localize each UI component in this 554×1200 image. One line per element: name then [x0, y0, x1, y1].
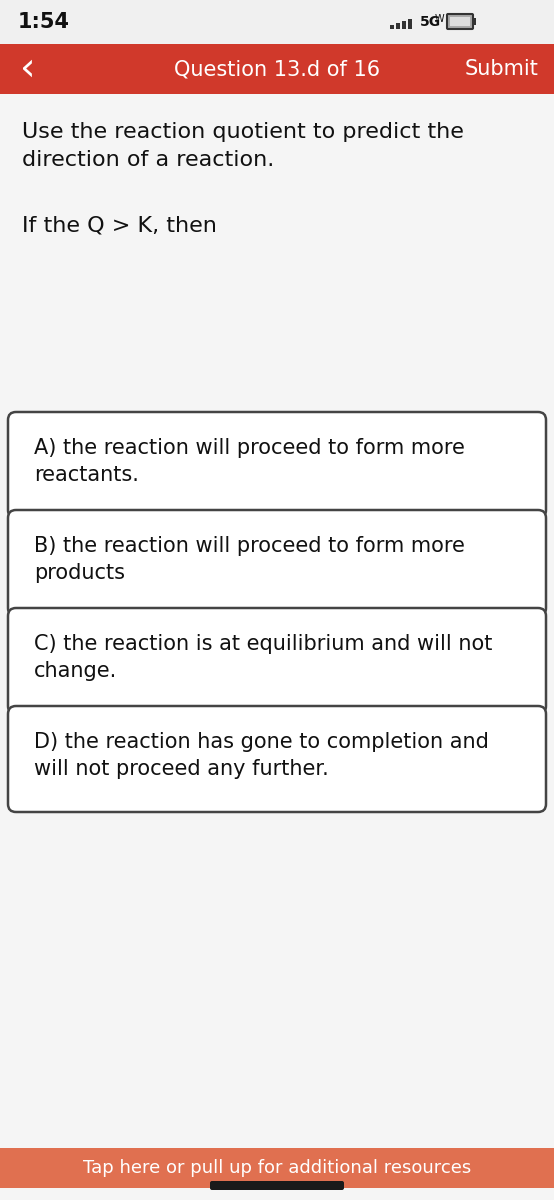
- Text: Use the reaction quotient to predict the: Use the reaction quotient to predict the: [22, 122, 464, 142]
- Text: Submit: Submit: [464, 59, 538, 79]
- Bar: [0, 1148, 554, 1188]
- Bar: [390, 25, 394, 29]
- Text: ‹: ‹: [20, 50, 35, 88]
- Text: 5G: 5G: [420, 14, 441, 29]
- Text: Tap here or pull up for additional resources: Tap here or pull up for additional resou…: [83, 1159, 471, 1177]
- Text: change.: change.: [34, 661, 117, 680]
- FancyBboxPatch shape: [8, 608, 546, 714]
- Text: products: products: [34, 563, 125, 583]
- Text: If the Q > K, then: If the Q > K, then: [22, 215, 217, 235]
- Bar: [450, 17, 470, 26]
- Bar: [402, 20, 406, 29]
- Text: C) the reaction is at equilibrium and will not: C) the reaction is at equilibrium and wi…: [34, 634, 493, 654]
- Text: will not proceed any further.: will not proceed any further.: [34, 758, 329, 779]
- Bar: [0, 44, 554, 94]
- Text: reactants.: reactants.: [34, 464, 139, 485]
- Text: A) the reaction will proceed to form more: A) the reaction will proceed to form mor…: [34, 438, 465, 458]
- FancyBboxPatch shape: [8, 706, 546, 812]
- FancyBboxPatch shape: [8, 412, 546, 518]
- FancyBboxPatch shape: [447, 14, 473, 29]
- FancyBboxPatch shape: [8, 510, 546, 616]
- Bar: [408, 19, 412, 29]
- Text: B) the reaction will proceed to form more: B) the reaction will proceed to form mor…: [34, 536, 465, 556]
- Bar: [473, 18, 476, 25]
- Text: D) the reaction has gone to completion and: D) the reaction has gone to completion a…: [34, 732, 489, 752]
- Text: Question 13.d of 16: Question 13.d of 16: [174, 59, 380, 79]
- Bar: [396, 23, 400, 29]
- Text: W: W: [435, 14, 445, 24]
- Text: 1:54: 1:54: [18, 12, 70, 32]
- Bar: [0, 0, 554, 44]
- Text: direction of a reaction.: direction of a reaction.: [22, 150, 274, 170]
- FancyBboxPatch shape: [210, 1181, 344, 1190]
